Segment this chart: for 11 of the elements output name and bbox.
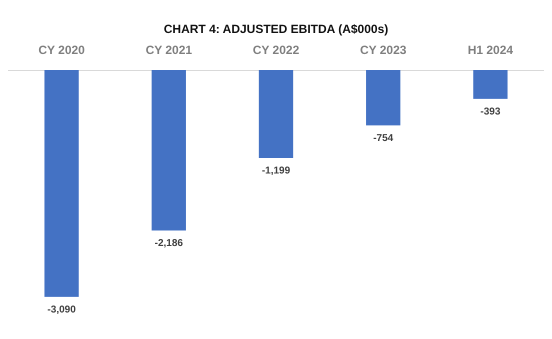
data-label: -1,199 [262,166,291,177]
x-tick-label: CY 2023 [360,43,407,57]
x-tick-label: CY 2022 [252,43,300,57]
data-label: -393 [480,106,501,118]
data-label: -3,090 [47,304,76,316]
chart-title: CHART 4: ADJUSTED EBITDA (A$000s) [164,22,388,36]
data-label: -2,186 [154,238,184,250]
x-tick-label: CY 2021 [146,43,192,57]
data-label: -754 [373,132,394,144]
x-tick-label: CY 2020 [38,43,86,57]
x-tick-label: H1 2024 [468,43,514,57]
